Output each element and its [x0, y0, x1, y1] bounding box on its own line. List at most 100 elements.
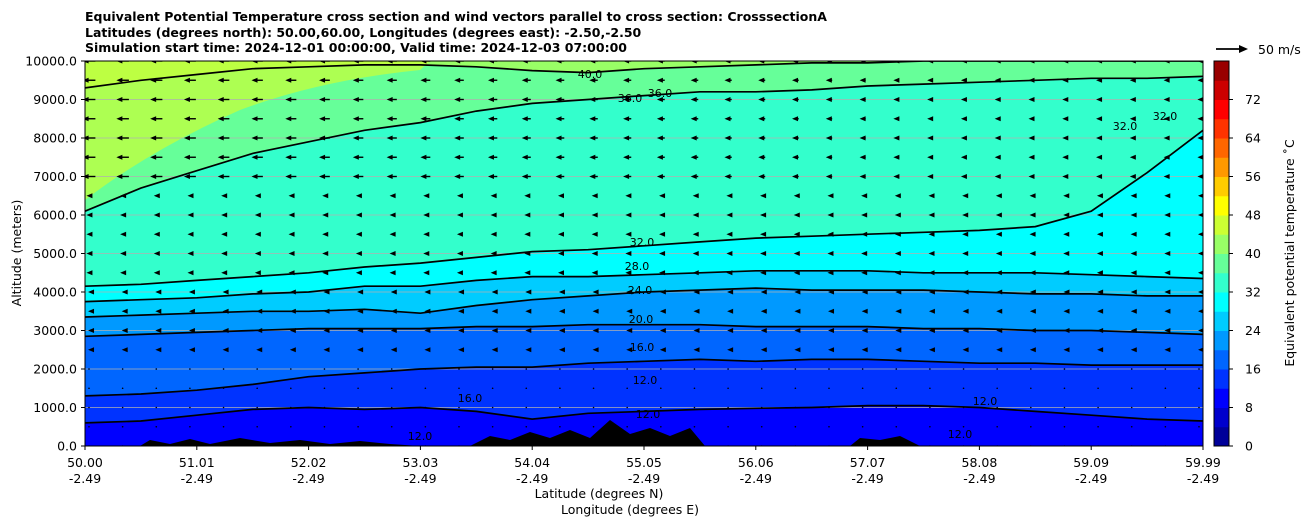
wind-vector — [626, 308, 633, 314]
wind-vector — [794, 406, 797, 409]
wind-vector — [1097, 406, 1099, 409]
wind-vector — [859, 61, 866, 64]
wind-vector — [188, 347, 195, 353]
wind-vector — [424, 289, 431, 295]
wind-vector — [1062, 135, 1069, 141]
wind-vector — [555, 154, 565, 160]
wind-vector — [288, 212, 295, 218]
terrain-silhouette — [140, 420, 920, 446]
wind-vector — [490, 270, 497, 276]
wind-vector — [727, 328, 734, 333]
wind-vector — [928, 347, 935, 353]
wind-vector — [927, 116, 934, 122]
wind-vector — [290, 425, 292, 428]
wind-vector — [1028, 135, 1035, 141]
wind-vector — [995, 251, 1002, 256]
contour-label: 12.0 — [948, 428, 973, 441]
wind-vector — [623, 97, 632, 102]
wind-vector — [454, 154, 464, 160]
wind-vector — [626, 387, 628, 390]
wind-vector — [792, 61, 799, 64]
wind-vector — [1097, 387, 1099, 390]
wind-vector — [1130, 251, 1137, 256]
wind-vector — [256, 368, 258, 370]
wind-vector — [389, 231, 396, 237]
y-tick-label: 4000.0 — [33, 285, 77, 300]
wind-vector — [289, 289, 296, 295]
wind-vector — [894, 251, 901, 256]
wind-vector — [357, 368, 359, 370]
wind-vector — [793, 212, 800, 218]
wind-vector — [323, 328, 330, 333]
wind-vector — [1164, 425, 1167, 428]
wind-vector — [150, 116, 163, 122]
wind-vector — [456, 212, 463, 218]
wind-vector — [792, 154, 799, 160]
wind-vector — [1130, 425, 1133, 428]
wind-vector — [1197, 212, 1203, 218]
wind-vector — [352, 97, 364, 102]
wind-vector — [490, 193, 497, 199]
wind-vector — [323, 289, 330, 295]
wind-vector — [88, 347, 95, 353]
wind-vector — [521, 97, 531, 102]
y-tick-label: 5000.0 — [33, 246, 77, 261]
wind-vector — [623, 61, 632, 64]
wind-vector — [116, 97, 129, 102]
wind-vector — [155, 406, 158, 409]
wind-vector — [1097, 347, 1104, 353]
wind-vector — [155, 425, 158, 428]
wind-vector — [1096, 154, 1103, 160]
wind-vector — [1129, 116, 1136, 122]
wind-vector — [221, 231, 228, 237]
wind-vector — [319, 135, 330, 141]
wind-vector — [424, 308, 431, 314]
wind-vector — [352, 154, 364, 160]
wind-vector — [792, 174, 799, 179]
wind-vector — [592, 425, 595, 428]
x-tick-label-lon: -2.49 — [516, 471, 548, 486]
wind-vector — [825, 97, 833, 102]
title-line-1: Equivalent Potential Temperature cross s… — [85, 9, 827, 24]
wind-vector — [420, 135, 431, 141]
wind-vector — [251, 135, 263, 141]
wind-vector — [386, 97, 397, 102]
wind-vector — [659, 251, 666, 256]
wind-vector — [625, 270, 632, 276]
wind-vector — [589, 154, 598, 160]
wind-vector — [656, 174, 665, 179]
contour-32.0 — [85, 129, 1203, 288]
colorbar-tick-label: 64 — [1245, 131, 1261, 146]
wind-vector — [625, 212, 632, 218]
wind-vector — [996, 406, 998, 409]
wind-vector — [861, 308, 868, 314]
wind-vector — [758, 116, 766, 122]
wind-vector — [254, 231, 261, 237]
wind-vector — [928, 328, 935, 333]
wind-vector — [319, 61, 330, 64]
x-tick-label-lon: -2.49 — [1187, 471, 1219, 486]
wind-vector — [389, 251, 396, 256]
wind-vector — [183, 174, 196, 179]
wind-vector — [962, 193, 969, 199]
wind-vector — [623, 174, 632, 179]
wind-vector — [322, 212, 329, 218]
wind-vector — [424, 425, 427, 428]
wind-vector — [357, 406, 359, 409]
wind-vector — [1063, 328, 1070, 333]
wind-vector — [323, 347, 330, 353]
wind-vector — [792, 116, 799, 122]
wind-vector — [386, 77, 397, 83]
wind-vector — [1129, 154, 1136, 160]
wind-vector — [692, 193, 699, 199]
wind-vector — [121, 308, 128, 314]
wind-vector — [626, 347, 633, 353]
wind-vector — [929, 387, 931, 390]
wind-vector — [86, 231, 93, 237]
wind-vector — [121, 387, 124, 390]
wind-vector — [558, 270, 565, 276]
wind-vector — [222, 289, 229, 295]
wind-vector — [183, 61, 196, 64]
band-warm-top — [85, 61, 430, 200]
